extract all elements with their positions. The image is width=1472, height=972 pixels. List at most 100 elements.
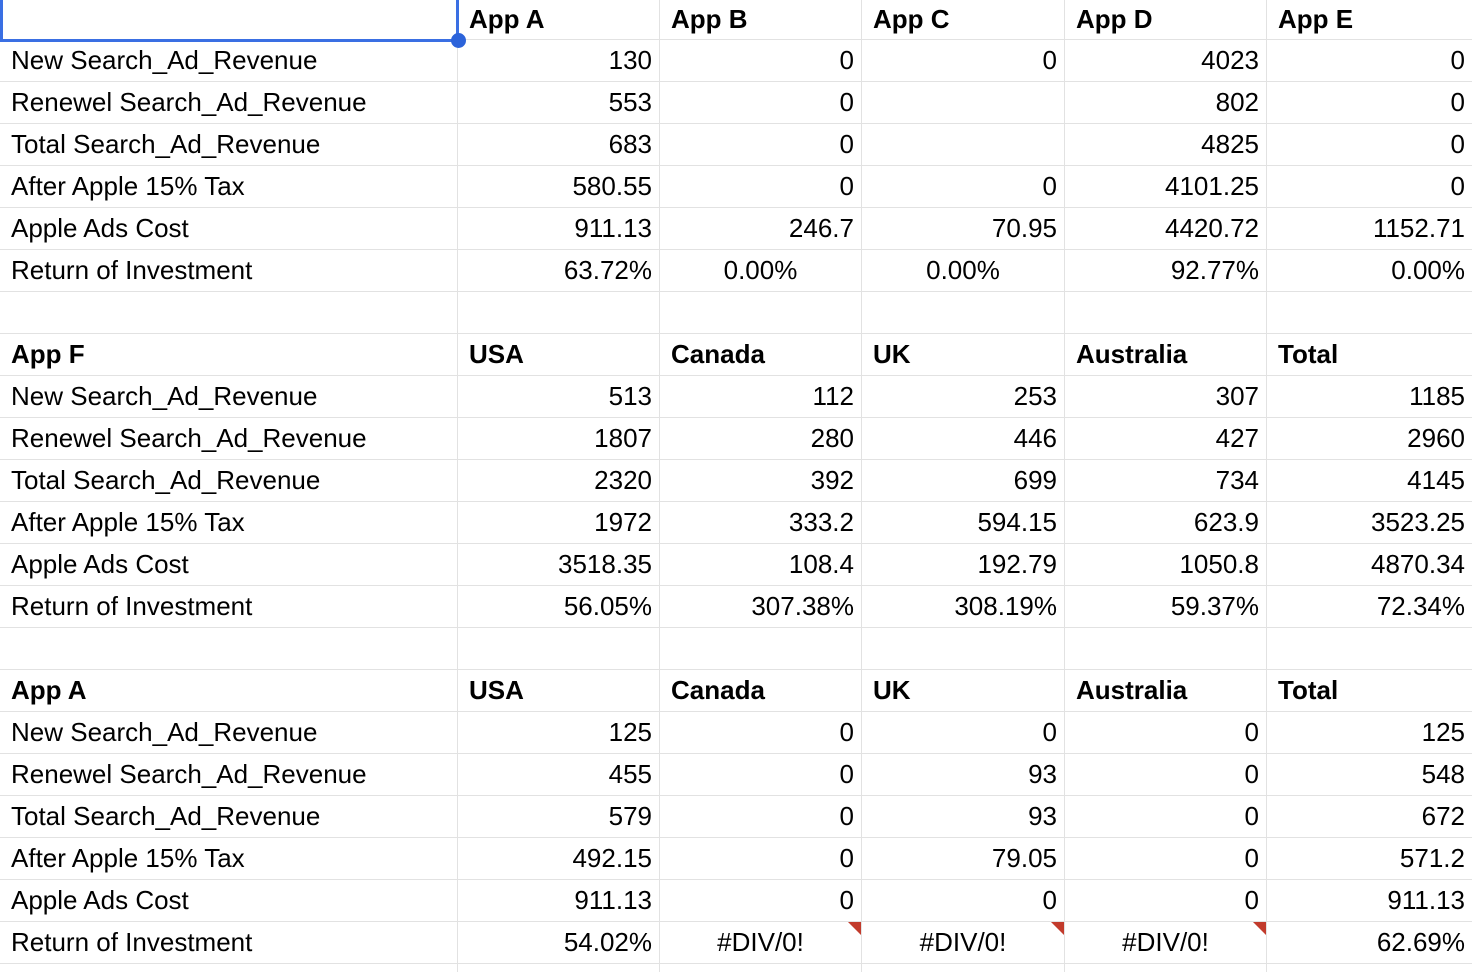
data-cell[interactable]: 580.55 [458, 166, 660, 208]
data-cell[interactable]: 4101.25 [1065, 166, 1267, 208]
data-cell[interactable]: 280 [660, 418, 862, 460]
column-header-cell[interactable]: Canada [660, 334, 862, 376]
data-cell[interactable]: 253 [862, 376, 1065, 418]
row-label-cell[interactable]: Return of Investment [0, 250, 458, 292]
data-cell[interactable]: 333.2 [660, 502, 862, 544]
data-cell[interactable]: 0 [862, 40, 1065, 82]
data-cell[interactable]: 4420.72 [1065, 208, 1267, 250]
data-cell[interactable]: 0 [1065, 838, 1267, 880]
row-label-cell[interactable]: Renewel Search_Ad_Revenue [0, 418, 458, 460]
empty-cell[interactable] [1267, 964, 1472, 972]
row-label-cell[interactable]: After Apple 15% Tax [0, 838, 458, 880]
data-cell[interactable]: 4870.34 [1267, 544, 1472, 586]
error-cell[interactable]: #DIV/0! [862, 922, 1065, 964]
data-cell[interactable]: 92.77% [1065, 250, 1267, 292]
empty-cell[interactable] [862, 964, 1065, 972]
empty-cell[interactable] [0, 964, 458, 972]
row-label-cell[interactable]: Total Search_Ad_Revenue [0, 124, 458, 166]
column-header-cell[interactable]: App E [1267, 0, 1472, 40]
data-cell[interactable]: 0 [660, 754, 862, 796]
empty-cell[interactable] [660, 628, 862, 670]
data-cell[interactable]: 0 [660, 82, 862, 124]
empty-cell[interactable] [862, 292, 1065, 334]
empty-cell[interactable] [458, 292, 660, 334]
column-header-cell[interactable]: Total [1267, 670, 1472, 712]
empty-cell[interactable] [0, 292, 458, 334]
data-cell[interactable]: 0 [1267, 40, 1472, 82]
row-label-cell[interactable]: Return of Investment [0, 922, 458, 964]
data-cell[interactable]: 579 [458, 796, 660, 838]
row-label-cell[interactable]: After Apple 15% Tax [0, 502, 458, 544]
empty-cell[interactable] [0, 628, 458, 670]
data-cell[interactable]: 0 [660, 880, 862, 922]
column-header-cell[interactable]: USA [458, 334, 660, 376]
data-cell[interactable]: 0.00% [660, 250, 862, 292]
empty-cell[interactable] [458, 628, 660, 670]
data-cell[interactable]: 1152.71 [1267, 208, 1472, 250]
data-cell[interactable]: 734 [1065, 460, 1267, 502]
fill-handle[interactable] [451, 33, 466, 48]
data-cell[interactable]: 0 [862, 166, 1065, 208]
row-label-cell[interactable]: Return of Investment [0, 586, 458, 628]
data-cell[interactable]: 56.05% [458, 586, 660, 628]
data-cell[interactable]: 427 [1065, 418, 1267, 460]
data-cell[interactable]: 93 [862, 796, 1065, 838]
data-cell[interactable] [862, 82, 1065, 124]
column-header-cell[interactable]: App D [1065, 0, 1267, 40]
empty-cell[interactable] [660, 292, 862, 334]
data-cell[interactable]: 699 [862, 460, 1065, 502]
column-header-cell[interactable]: UK [862, 670, 1065, 712]
data-cell[interactable]: 911.13 [458, 208, 660, 250]
error-cell[interactable]: #DIV/0! [1065, 922, 1267, 964]
empty-cell[interactable] [458, 964, 660, 972]
data-cell[interactable]: 683 [458, 124, 660, 166]
data-cell[interactable]: 0 [1065, 880, 1267, 922]
data-cell[interactable]: 79.05 [862, 838, 1065, 880]
data-cell[interactable]: 3523.25 [1267, 502, 1472, 544]
column-header-cell[interactable]: Canada [660, 670, 862, 712]
error-cell[interactable]: #DIV/0! [660, 922, 862, 964]
empty-cell[interactable] [660, 964, 862, 972]
row-label-cell[interactable]: Renewel Search_Ad_Revenue [0, 754, 458, 796]
data-cell[interactable]: 54.02% [458, 922, 660, 964]
data-cell[interactable]: 307.38% [660, 586, 862, 628]
data-cell[interactable]: 0 [660, 40, 862, 82]
data-cell[interactable]: 307 [1065, 376, 1267, 418]
row-label-cell[interactable]: After Apple 15% Tax [0, 166, 458, 208]
data-cell[interactable]: 112 [660, 376, 862, 418]
empty-cell[interactable] [1065, 964, 1267, 972]
data-cell[interactable]: 4023 [1065, 40, 1267, 82]
data-cell[interactable]: 0.00% [1267, 250, 1472, 292]
table-title-cell[interactable]: App A [0, 670, 458, 712]
data-cell[interactable]: 1807 [458, 418, 660, 460]
data-cell[interactable]: 3518.35 [458, 544, 660, 586]
data-cell[interactable]: 2320 [458, 460, 660, 502]
column-header-cell[interactable]: UK [862, 334, 1065, 376]
data-cell[interactable]: 0 [862, 712, 1065, 754]
data-cell[interactable]: 63.72% [458, 250, 660, 292]
data-cell[interactable]: 108.4 [660, 544, 862, 586]
row-label-cell[interactable]: New Search_Ad_Revenue [0, 376, 458, 418]
data-cell[interactable]: 59.37% [1065, 586, 1267, 628]
data-cell[interactable]: 0 [660, 124, 862, 166]
data-cell[interactable]: 911.13 [458, 880, 660, 922]
data-cell[interactable]: 72.34% [1267, 586, 1472, 628]
column-header-cell[interactable]: Australia [1065, 670, 1267, 712]
column-header-cell[interactable]: App B [660, 0, 862, 40]
data-cell[interactable]: 4145 [1267, 460, 1472, 502]
data-cell[interactable]: 548 [1267, 754, 1472, 796]
data-cell[interactable] [862, 124, 1065, 166]
data-cell[interactable]: 0 [660, 796, 862, 838]
data-cell[interactable]: 130 [458, 40, 660, 82]
data-cell[interactable]: 0 [1065, 754, 1267, 796]
empty-cell[interactable] [1267, 292, 1472, 334]
row-label-cell[interactable]: Apple Ads Cost [0, 208, 458, 250]
empty-cell[interactable] [1065, 628, 1267, 670]
data-cell[interactable]: 0 [660, 166, 862, 208]
row-label-cell[interactable]: New Search_Ad_Revenue [0, 40, 458, 82]
data-cell[interactable]: 308.19% [862, 586, 1065, 628]
column-header-cell[interactable]: App A [458, 0, 660, 40]
row-label-cell[interactable]: Total Search_Ad_Revenue [0, 460, 458, 502]
data-cell[interactable]: 1185 [1267, 376, 1472, 418]
row-label-cell[interactable]: Apple Ads Cost [0, 544, 458, 586]
